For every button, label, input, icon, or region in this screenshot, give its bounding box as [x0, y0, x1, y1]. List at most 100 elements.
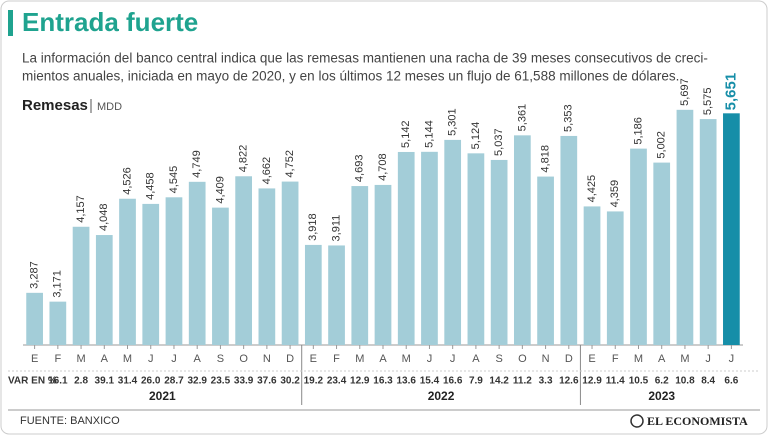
x-tick-label: N [542, 353, 550, 365]
bar [513, 135, 531, 345]
var-label: 13.6 [396, 376, 416, 387]
bar-label: 4,458 [145, 172, 157, 200]
bar [560, 135, 578, 345]
bar-label: 5,353 [563, 104, 575, 132]
x-tick-label: J [171, 353, 177, 365]
bar [304, 244, 322, 345]
bar-label: 4,752 [284, 150, 296, 178]
bar-label: 5,361 [516, 104, 528, 132]
bar-label: 5,142 [400, 120, 412, 148]
bar-label: 3,171 [52, 270, 64, 298]
bar [258, 188, 276, 345]
var-label: VAR EN % [8, 376, 57, 387]
bar [397, 151, 415, 345]
bar-label: 5,124 [470, 122, 482, 150]
var-label: 31.4 [118, 376, 138, 387]
var-label: 14.2 [489, 376, 509, 387]
var-label: 39.1 [95, 376, 115, 387]
bar [653, 162, 671, 345]
var-label: 7.9 [469, 376, 483, 387]
unit: MDD [97, 101, 122, 113]
bar-label: 4,359 [609, 180, 621, 208]
var-label: 10.5 [629, 376, 649, 387]
bar [606, 211, 624, 345]
bar-label: 5,575 [702, 88, 714, 116]
x-tick-label: D [565, 353, 573, 365]
bar-label: 5,037 [493, 128, 505, 156]
bar-label: 4,526 [121, 167, 133, 195]
x-tick-label: F [333, 353, 340, 365]
bar [49, 301, 67, 345]
bar-label: 3,918 [307, 213, 319, 241]
x-tick-label: A [658, 353, 666, 365]
x-tick-label: S [495, 353, 502, 365]
bar-label: 5,002 [656, 131, 668, 159]
bar-label: 4,157 [75, 195, 87, 223]
var-label: 12.6 [559, 376, 579, 387]
x-tick-label: M [402, 353, 411, 365]
bar-label: 4,409 [214, 176, 226, 204]
bar-label: 4,693 [354, 155, 366, 183]
bar [165, 197, 183, 345]
var-label: 23.4 [327, 376, 347, 387]
bar [583, 206, 601, 345]
bar-label: 4,048 [98, 204, 110, 232]
var-label: 30.2 [280, 376, 300, 387]
bar-label: 3,287 [29, 261, 41, 289]
brand-logo [630, 414, 644, 428]
x-tick-label: N [263, 353, 271, 365]
bar [699, 119, 717, 345]
var-label: 16.3 [373, 376, 393, 387]
title: Entrada fuerte [22, 7, 198, 37]
x-tick-label: M [76, 353, 85, 365]
year-label: 2021 [149, 389, 176, 403]
var-label: 3.3 [539, 376, 553, 387]
bar-label: 4,545 [168, 166, 180, 194]
bar [95, 235, 113, 345]
title-marker [8, 10, 13, 36]
var-label: 16.6 [443, 376, 463, 387]
bar [119, 198, 136, 345]
x-tick-label: O [239, 353, 248, 365]
bar-label: 5,186 [632, 117, 644, 145]
bar-label: 3,911 [330, 215, 342, 242]
source: FUENTE: BANXICO [20, 415, 120, 427]
bar [235, 176, 253, 345]
subtitle: mientos anuales, iniciada en mayo de 202… [22, 69, 679, 84]
bar [490, 159, 508, 345]
x-tick-label: F [54, 353, 61, 365]
bar [374, 184, 392, 345]
var-label: 19.2 [304, 376, 324, 387]
year-label: 2023 [648, 389, 675, 403]
brand: EL ECONOMISTA [647, 414, 748, 428]
bar [72, 226, 90, 345]
var-label: 6.2 [655, 376, 669, 387]
x-tick-label: O [518, 353, 527, 365]
y-label: Remesas [22, 97, 88, 114]
bar [212, 207, 229, 345]
bar [142, 203, 160, 345]
bar [444, 139, 462, 345]
var-label: 28.7 [164, 376, 184, 387]
bar [537, 176, 554, 345]
bar-label: 4,662 [261, 157, 273, 185]
x-tick-label: M [680, 353, 689, 365]
var-label: 26.0 [141, 376, 161, 387]
x-tick-label: A [472, 353, 480, 365]
bar-label: 5,651 [722, 73, 739, 111]
bar-label: 5,301 [447, 108, 459, 136]
x-tick-label: J [450, 353, 456, 365]
x-tick-label: A [194, 353, 202, 365]
x-tick-label: J [148, 353, 154, 365]
var-label: 11.4 [606, 376, 625, 387]
bar-label: 4,425 [586, 175, 598, 203]
bar [421, 151, 438, 345]
var-label: 23.5 [211, 376, 231, 387]
x-tick-label: J [705, 353, 711, 365]
x-tick-label: E [310, 353, 317, 365]
subtitle: La información del banco central indica … [22, 51, 708, 66]
var-label: 6.6 [724, 376, 738, 387]
bar [676, 109, 694, 345]
